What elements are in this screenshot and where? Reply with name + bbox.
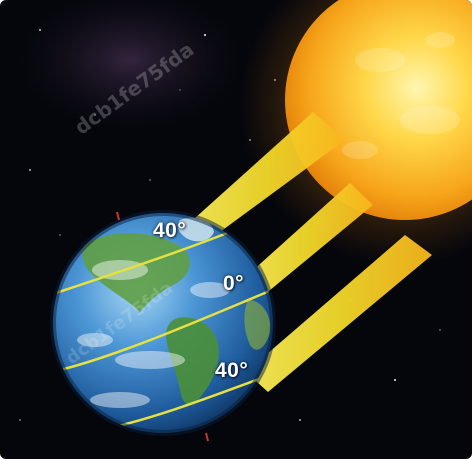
nebula-haze xyxy=(20,0,240,130)
latitude-line-south xyxy=(109,373,271,430)
continent-north-america xyxy=(82,232,190,312)
latitude-label-north: 40° xyxy=(153,219,187,242)
latitude-label-equator: 0° xyxy=(223,272,245,295)
sun xyxy=(285,0,472,220)
earth xyxy=(50,210,276,436)
axis-tick-bottom xyxy=(205,432,209,442)
axis-tick-top xyxy=(116,211,120,221)
sunbeam-north xyxy=(185,112,345,243)
continent-africa-edge xyxy=(244,300,271,350)
continent-south-america xyxy=(165,317,219,405)
sunbeam-south xyxy=(246,235,432,392)
latitude-label-south: 40° xyxy=(215,359,249,382)
sun-texture xyxy=(342,32,460,159)
latitude-line-equator xyxy=(59,288,273,372)
sunbeam-equator xyxy=(240,183,373,300)
latitude-line-north xyxy=(53,226,241,297)
